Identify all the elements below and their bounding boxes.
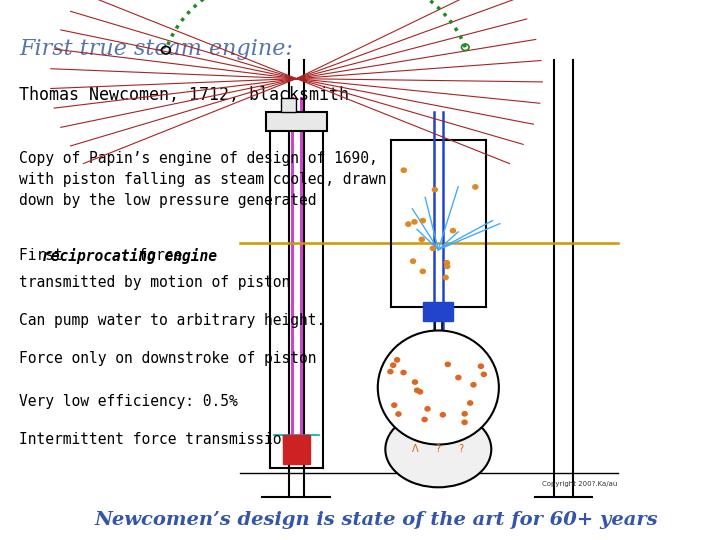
Circle shape [481, 372, 486, 376]
Circle shape [413, 380, 418, 384]
Circle shape [396, 412, 401, 416]
Circle shape [418, 390, 423, 394]
Text: First: First [19, 248, 71, 264]
Circle shape [462, 411, 467, 416]
Circle shape [401, 370, 406, 375]
Text: : force: : force [120, 248, 182, 264]
Circle shape [425, 407, 430, 411]
Circle shape [431, 246, 436, 251]
Circle shape [415, 388, 420, 393]
Circle shape [468, 401, 473, 405]
Ellipse shape [385, 411, 491, 487]
FancyBboxPatch shape [283, 435, 310, 463]
Text: Can pump water to arbitrary height.: Can pump water to arbitrary height. [19, 313, 325, 328]
Circle shape [395, 357, 400, 362]
Circle shape [420, 269, 426, 274]
Circle shape [441, 413, 446, 417]
Circle shape [412, 220, 417, 224]
Circle shape [478, 364, 483, 368]
Circle shape [410, 259, 415, 264]
Circle shape [420, 219, 426, 223]
Circle shape [456, 375, 461, 380]
Text: ?: ? [436, 444, 441, 454]
Circle shape [422, 417, 427, 422]
Text: transmitted by motion of piston: transmitted by motion of piston [19, 275, 290, 291]
Circle shape [432, 187, 437, 192]
Text: Very low efficiency: 0.5%: Very low efficiency: 0.5% [19, 394, 238, 409]
Circle shape [473, 185, 478, 189]
Circle shape [443, 275, 448, 280]
Text: Λ: Λ [413, 444, 419, 454]
Text: First true steam engine:: First true steam engine: [19, 38, 293, 60]
Circle shape [445, 264, 450, 268]
FancyBboxPatch shape [423, 302, 454, 321]
FancyBboxPatch shape [266, 112, 327, 131]
Circle shape [401, 168, 406, 172]
Circle shape [462, 420, 467, 424]
Text: reciprocating engine: reciprocating engine [42, 248, 217, 265]
Text: Newcomen’s design is state of the art for 60+ years: Newcomen’s design is state of the art fo… [94, 511, 658, 529]
Text: Intermittent force transmission: Intermittent force transmission [19, 432, 290, 447]
Circle shape [471, 383, 476, 387]
Circle shape [451, 228, 456, 233]
FancyBboxPatch shape [282, 98, 297, 112]
Circle shape [419, 237, 424, 241]
Circle shape [444, 260, 449, 265]
Text: Force only on downstroke of piston: Force only on downstroke of piston [19, 351, 316, 366]
Circle shape [406, 222, 411, 226]
Text: Copy of Papin’s engine of design of 1690,
with piston falling as steam cooled, d: Copy of Papin’s engine of design of 1690… [19, 151, 387, 208]
Text: ?: ? [459, 444, 464, 454]
Circle shape [392, 403, 397, 407]
Text: Thomas Newcomen, 1712, blacksmith: Thomas Newcomen, 1712, blacksmith [19, 86, 349, 104]
Circle shape [445, 362, 450, 367]
Circle shape [388, 369, 393, 374]
Ellipse shape [378, 330, 499, 444]
Text: Copyright 200?.Ka/au: Copyright 200?.Ka/au [542, 481, 618, 487]
Circle shape [391, 363, 396, 367]
